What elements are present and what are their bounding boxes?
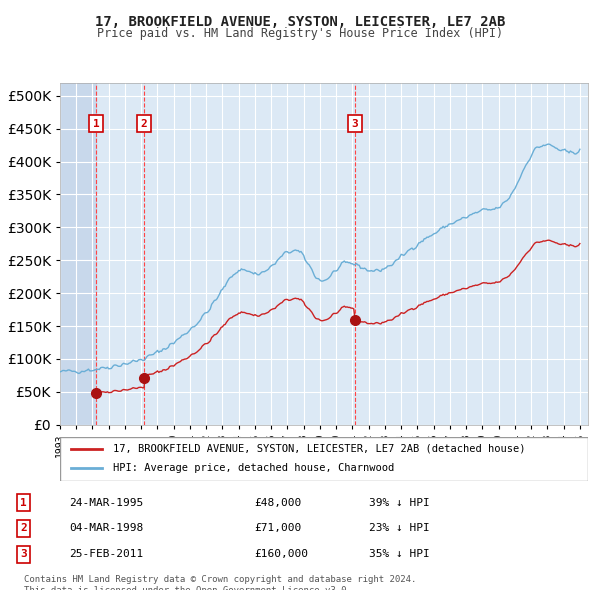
Text: 3: 3 [352,119,358,129]
Text: 24-MAR-1995: 24-MAR-1995 [70,498,144,507]
Text: 1: 1 [92,119,100,129]
Text: 25-FEB-2011: 25-FEB-2011 [70,549,144,559]
Bar [60,83,96,425]
Text: 04-MAR-1998: 04-MAR-1998 [70,523,144,533]
Text: 1: 1 [20,498,27,507]
Text: 17, BROOKFIELD AVENUE, SYSTON, LEICESTER, LE7 2AB: 17, BROOKFIELD AVENUE, SYSTON, LEICESTER… [95,15,505,29]
Text: 39% ↓ HPI: 39% ↓ HPI [369,498,430,507]
Text: 3: 3 [20,549,27,559]
Text: Contains HM Land Registry data © Crown copyright and database right 2024.
This d: Contains HM Land Registry data © Crown c… [24,575,416,590]
Text: Price paid vs. HM Land Registry's House Price Index (HPI): Price paid vs. HM Land Registry's House … [97,27,503,40]
Text: £160,000: £160,000 [254,549,308,559]
Text: 23% ↓ HPI: 23% ↓ HPI [369,523,430,533]
Text: £48,000: £48,000 [254,498,301,507]
FancyBboxPatch shape [60,437,588,481]
Text: 35% ↓ HPI: 35% ↓ HPI [369,549,430,559]
Text: 17, BROOKFIELD AVENUE, SYSTON, LEICESTER, LE7 2AB (detached house): 17, BROOKFIELD AVENUE, SYSTON, LEICESTER… [113,444,526,454]
Text: 2: 2 [140,119,148,129]
Text: 2: 2 [20,523,27,533]
Text: HPI: Average price, detached house, Charnwood: HPI: Average price, detached house, Char… [113,464,394,473]
Text: £71,000: £71,000 [254,523,301,533]
